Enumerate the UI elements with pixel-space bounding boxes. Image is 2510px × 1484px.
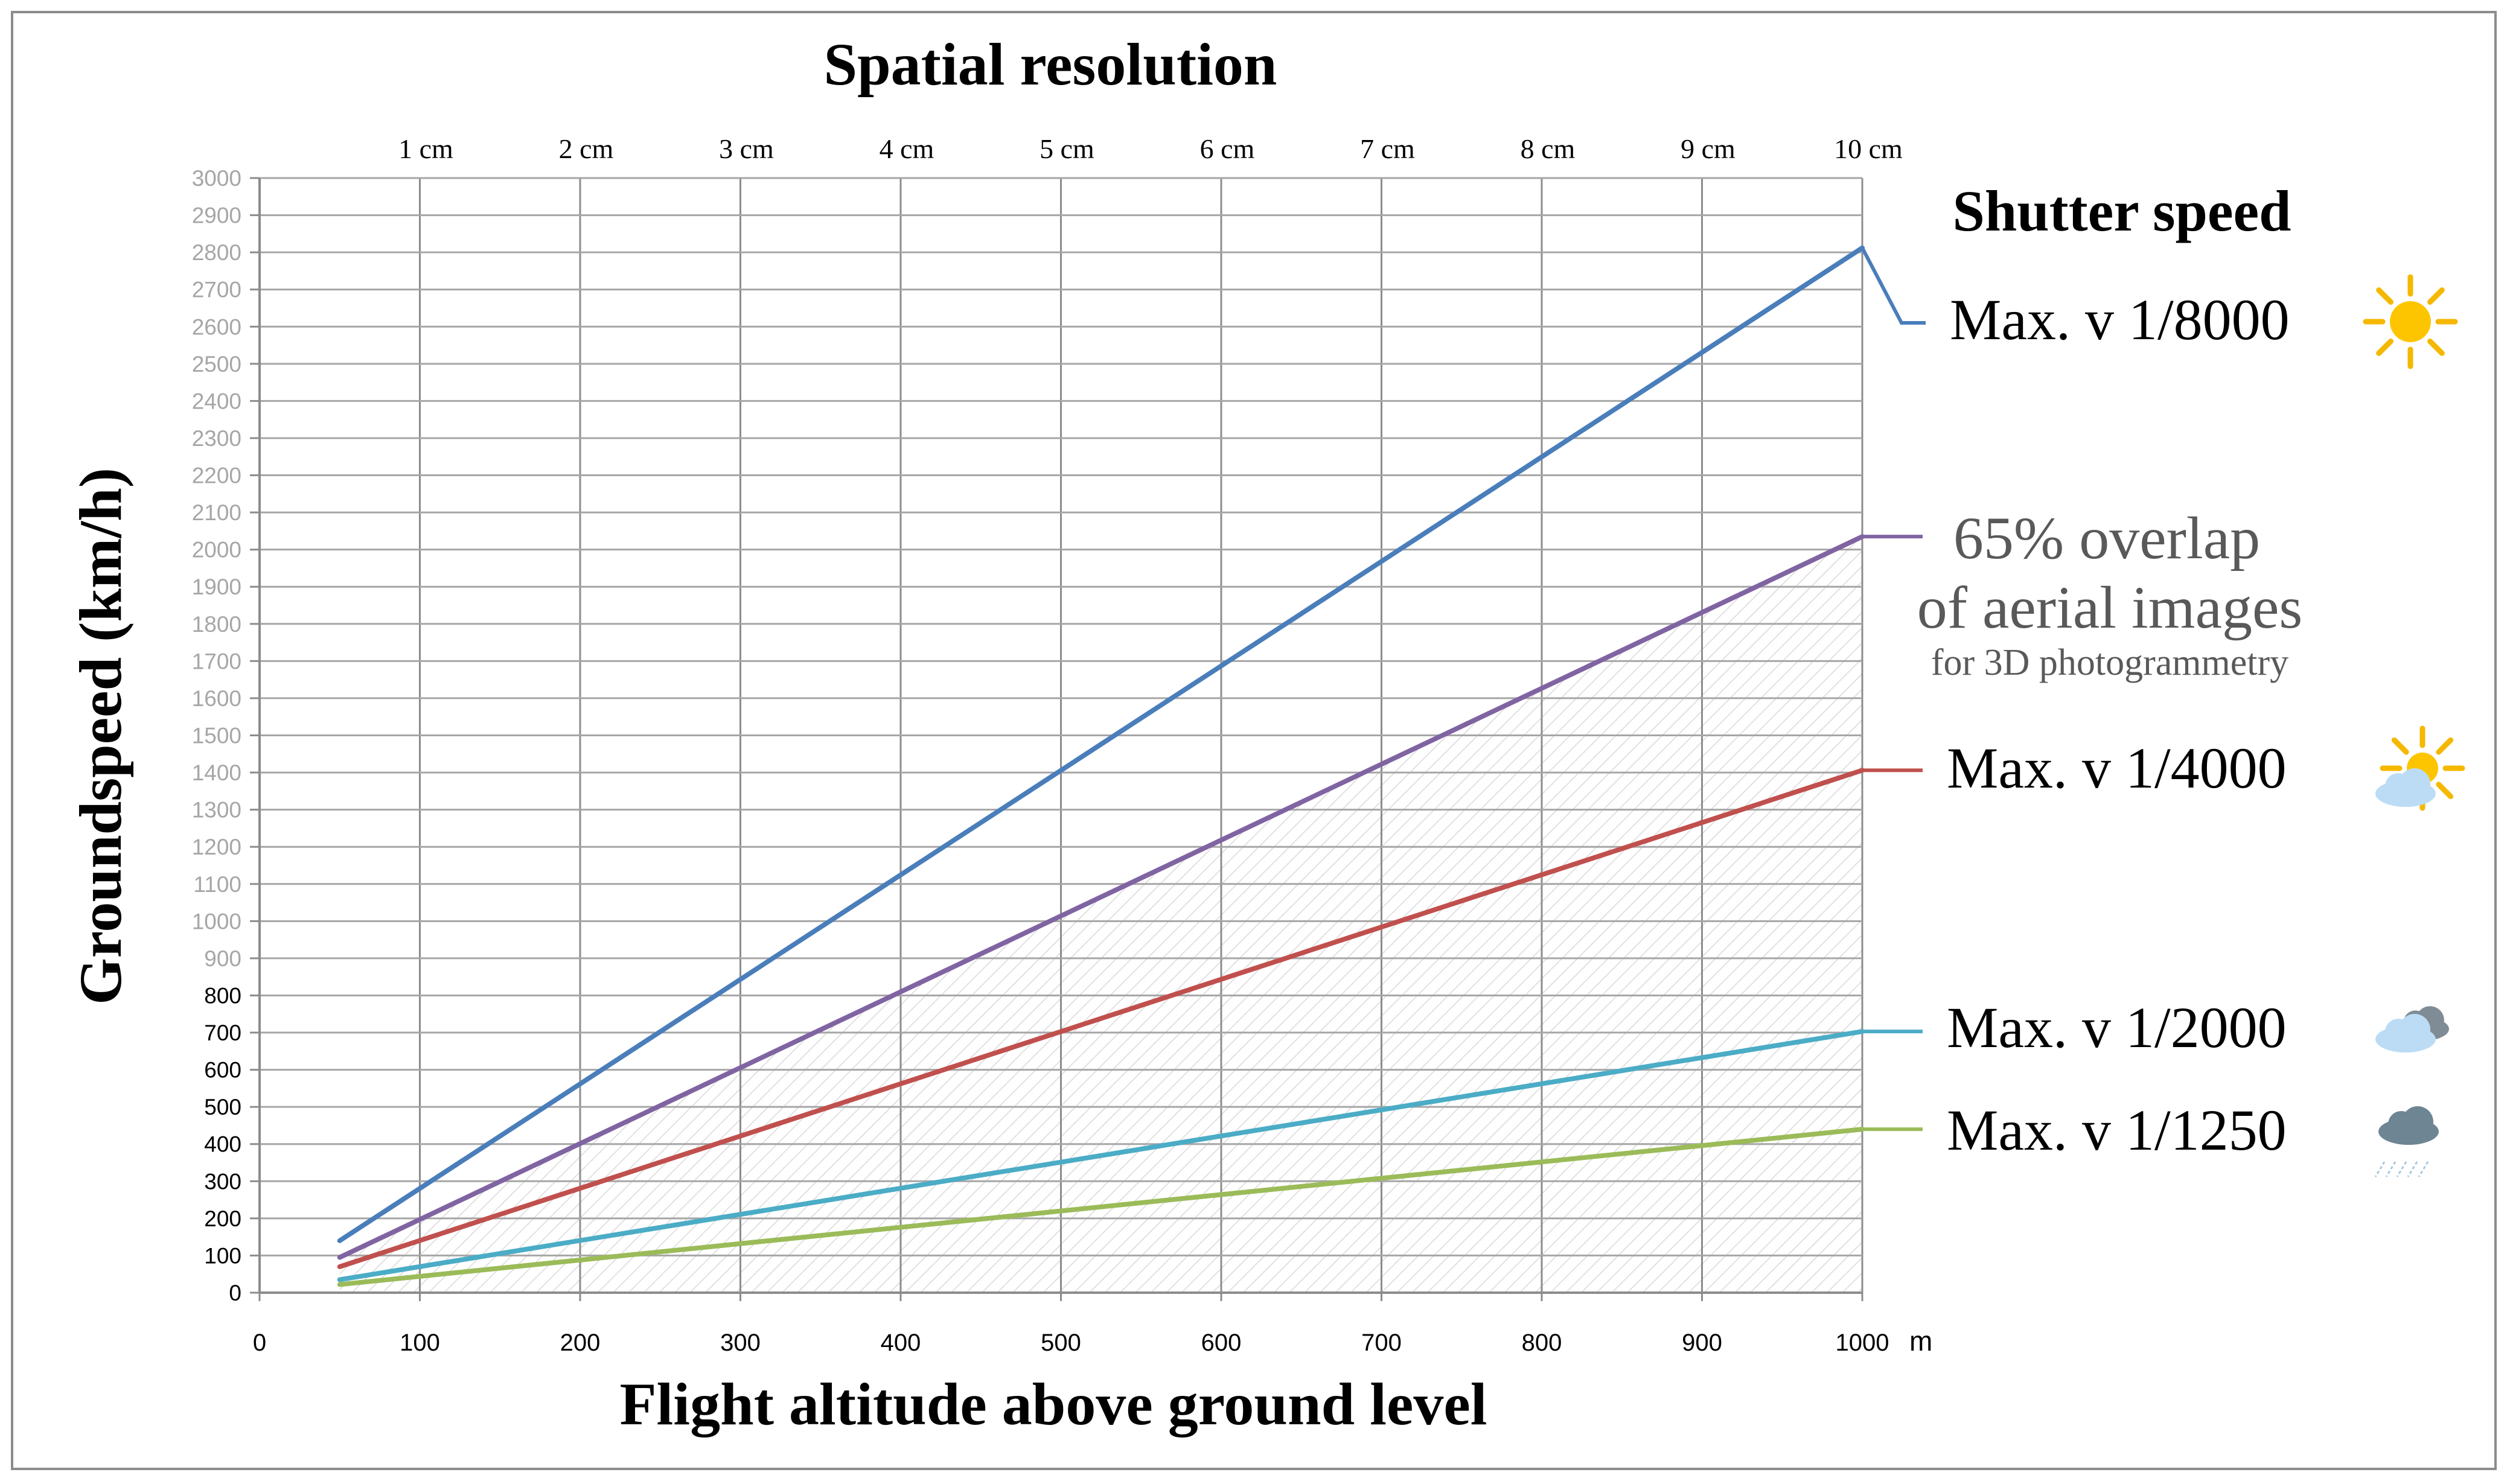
- overlap-label-line-3: for 3D photogrammetry: [1931, 642, 2288, 683]
- series-label-4: Max. v 1/2000: [1947, 995, 2287, 1060]
- x-tick-label: 1000: [1836, 1330, 1889, 1356]
- sun-cloud-icon: [2375, 725, 2465, 811]
- y-tick-label: 3000: [192, 166, 241, 191]
- y-tick-label: 800: [204, 983, 241, 1008]
- sun-ray: [2436, 782, 2454, 800]
- series-line-3: [337, 768, 1865, 1269]
- clouds-icon: [2375, 1006, 2449, 1052]
- chart-frame: [11, 11, 2497, 1470]
- y-tick-label: 900: [204, 946, 241, 971]
- overlap-label-line-1: 65% overlap: [1953, 505, 2260, 572]
- y-tick-label: 2500: [192, 352, 241, 377]
- rain-cloud-icon: [2374, 1106, 2439, 1177]
- rain-drop: [2385, 1161, 2397, 1177]
- x-tick-label: 800: [1522, 1330, 1562, 1356]
- y-tick-label: 200: [204, 1206, 241, 1231]
- y-tick-label: 1000: [192, 909, 241, 934]
- series-label-5: Max. v 1/1250: [1947, 1098, 2287, 1162]
- x-tick-label: 300: [720, 1330, 761, 1356]
- y-tick-label: 2800: [192, 240, 241, 265]
- rain-drop: [2396, 1161, 2407, 1177]
- x-tick-label: 900: [1682, 1330, 1722, 1356]
- y-tick-label: 1400: [192, 760, 241, 785]
- y-tick-label: 2400: [192, 389, 241, 413]
- sun-ray: [2376, 287, 2393, 305]
- x-tick-label: 400: [881, 1330, 921, 1356]
- rain-drop: [2374, 1161, 2386, 1177]
- y-tick-label: 300: [204, 1169, 241, 1194]
- x-tick-label: 600: [1201, 1330, 1242, 1356]
- series-line-2: [337, 534, 1865, 1260]
- resolution-tick-label: 1 cm: [398, 133, 453, 164]
- x-unit-label: m: [1909, 1325, 1932, 1357]
- hatched-area: [339, 537, 1862, 1293]
- series-line-1: [337, 245, 1865, 1243]
- y-tick-label: 2300: [192, 426, 241, 451]
- y-tick-label: 1900: [192, 575, 241, 599]
- y-axis-title: Groundspeed (km/h): [67, 468, 134, 1005]
- sun-ray: [2376, 339, 2393, 356]
- resolution-tick-label: 4 cm: [880, 133, 934, 164]
- cloud-light: [2375, 1014, 2436, 1052]
- resolution-tick-label: 9 cm: [1681, 133, 1736, 164]
- y-tick-label: 2900: [192, 203, 241, 228]
- series-label-1: Max. v 1/8000: [1950, 287, 2290, 352]
- y-tick-label: 700: [204, 1021, 241, 1045]
- sun-ray: [2427, 287, 2445, 305]
- y-tick-label: 500: [204, 1095, 241, 1119]
- y-tick-label: 1100: [193, 872, 241, 897]
- resolution-tick-label: 5 cm: [1039, 133, 1094, 164]
- y-tick-label: 600: [204, 1058, 241, 1083]
- x-tick-label: 0: [253, 1330, 266, 1356]
- cloud-part: [2402, 1106, 2433, 1138]
- sun-icon: [2363, 274, 2458, 369]
- rain-drop: [2418, 1161, 2429, 1177]
- overlap-label-line-2: of aerial images: [1917, 574, 2303, 641]
- y-tick-label: 1500: [192, 724, 241, 748]
- y-tick-label: 0: [229, 1281, 241, 1305]
- sun-ray: [2436, 737, 2454, 755]
- series-line-5: [337, 1127, 1865, 1287]
- cloud-part: [2399, 1014, 2430, 1045]
- resolution-tick-label: 10 cm: [1834, 133, 1903, 164]
- x-tick-label: 200: [560, 1330, 601, 1356]
- x-tick-label: 500: [1041, 1330, 1081, 1356]
- legend-title: Shutter speed: [1953, 179, 2291, 243]
- sun-ray: [2391, 737, 2409, 755]
- x-axis-title: Flight altitude above ground level: [619, 1371, 1487, 1438]
- cloud-light: [2375, 768, 2436, 807]
- resolution-tick-label: 2 cm: [559, 133, 614, 164]
- y-tick-label: 2200: [192, 463, 241, 488]
- resolution-tick-label: 7 cm: [1360, 133, 1415, 164]
- y-tick-label: 1800: [192, 612, 241, 637]
- cloud-dark: [2378, 1106, 2439, 1145]
- y-tick-label: 2000: [192, 538, 241, 562]
- x-tick-label: 100: [400, 1330, 440, 1356]
- y-tick-label: 100: [204, 1243, 241, 1268]
- series-label-3: Max. v 1/4000: [1947, 736, 2287, 800]
- x-tick-label: 700: [1361, 1330, 1402, 1356]
- resolution-tick-label: 8 cm: [1521, 133, 1576, 164]
- y-tick-label: 1200: [192, 835, 241, 859]
- cloud-part: [2399, 768, 2430, 800]
- sun-disc: [2390, 301, 2431, 342]
- series-line-4: [337, 1029, 1865, 1282]
- y-tick-label: 1700: [192, 649, 241, 674]
- y-tick-label: 400: [204, 1132, 241, 1157]
- rain-drop: [2407, 1161, 2418, 1177]
- resolution-tick-label: 3 cm: [719, 133, 774, 164]
- chart-title: Spatial resolution: [823, 31, 1277, 98]
- y-tick-label: 2700: [192, 278, 241, 302]
- y-tick-label: 1300: [192, 798, 241, 823]
- leader-line-1: [1860, 247, 1926, 325]
- resolution-tick-label: 6 cm: [1200, 133, 1255, 164]
- sun-ray: [2427, 339, 2445, 356]
- y-tick-label: 1600: [192, 686, 241, 711]
- y-tick-label: 2600: [192, 314, 241, 339]
- y-tick-label: 2100: [192, 500, 241, 525]
